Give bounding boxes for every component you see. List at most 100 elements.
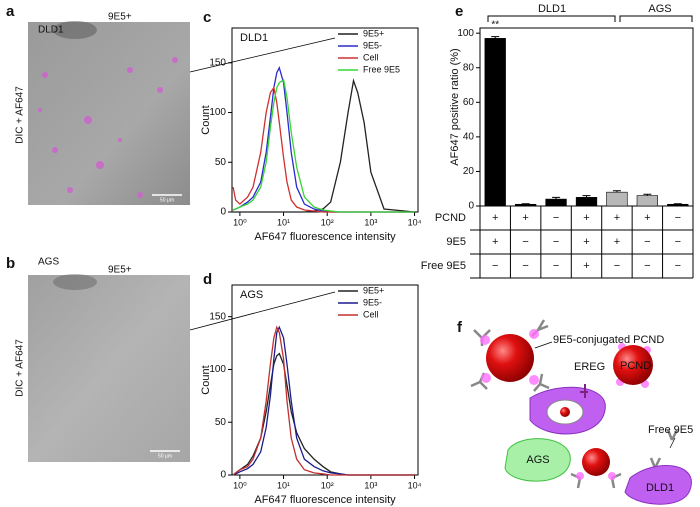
x-tick-label: 10⁴ [408,480,422,490]
table-cell: + [492,236,498,248]
error-bar [491,36,500,39]
micrograph [28,22,190,205]
panel-letter: f [457,319,463,336]
table-cell: − [644,260,650,272]
row-label: Free 9E5 [421,260,466,272]
x-tick-label: 10⁴ [408,217,422,227]
conjugated-particle [486,334,534,382]
legend-label: 9E5- [363,40,382,50]
table-cell: − [522,236,528,248]
table-cell: − [675,236,681,248]
y-tick-label: 50 [215,417,227,428]
y-tick-label: 0 [220,470,226,481]
error-bar [673,203,682,205]
y-tick-label: 60 [463,97,475,108]
bar [484,38,506,207]
table-cell: + [492,212,498,224]
group-label: DLD1 [538,3,566,15]
bar [667,203,689,207]
annotation: ** [491,20,499,31]
table-cell: − [522,260,528,272]
x-tick-label: 10¹ [277,217,290,227]
table-cell: − [492,260,498,272]
panel-letter: c [203,9,211,26]
diagram-label: Free 9E5 [648,424,693,436]
receptor [580,384,588,398]
internalized-particle [560,407,570,417]
micrograph-shadow [53,21,97,39]
x-tick-label: 10³ [364,217,377,227]
micrograph [28,275,190,462]
y-tick-label: 80 [463,62,475,73]
particle [613,345,653,385]
legend-label: 9E5+ [363,28,384,38]
scale-label: 50 μm [158,453,172,459]
y-axis-label: Count [200,365,212,394]
table-cell: + [583,236,589,248]
callout [669,437,676,449]
diagram-label: PCND [620,360,651,372]
channel: DIC + AF647 [15,86,26,144]
bar [514,203,537,207]
chart-title: AGS [240,289,263,301]
chart-title: DLD1 [240,32,268,44]
table-cell: + [614,212,620,224]
bar [606,191,628,207]
connector [189,291,336,331]
diagram-label: EREG [574,361,605,373]
y-tick-label: 150 [209,311,226,322]
x-tick-label: 10³ [364,480,377,490]
table-cell: + [614,236,620,248]
legend-label: Free 9E5 [363,64,400,74]
table-cell: − [553,212,559,224]
bar [636,195,659,207]
x-tick-label: 10⁰ [233,217,247,227]
cell-line: AGS [38,257,59,268]
series-line [232,325,415,476]
y-tick-label: 100 [457,28,474,39]
y-axis-label: Count [200,105,212,134]
table-cell: + [644,212,650,224]
y-axis-label: AF647 positive ratio (%) [449,48,461,165]
table-cell: + [522,212,528,224]
series-line [232,86,415,213]
diagram-label: DLD1 [646,482,674,494]
y-tick-label: 40 [463,132,475,143]
series-line [232,78,415,213]
y-tick-label: 20 [463,166,475,177]
plot-frame [479,27,694,207]
x-axis-label: AF647 fluorescence intensity [254,231,396,243]
series-line [232,66,415,213]
sample: 9E5+ [108,265,132,276]
x-tick-label: 10² [321,480,334,490]
cell-positive [624,465,692,505]
y-tick-label: 150 [209,57,226,68]
x-tick-label: 10² [321,217,334,227]
channel: DIC + AF647 [15,339,26,397]
y-tick-label: 100 [209,364,226,375]
panel-letter: b [6,255,15,272]
table-cell: + [583,260,589,272]
error-bar [612,190,621,193]
panel-letter: e [455,3,463,20]
group-bracket [487,15,693,22]
series-line [232,352,415,476]
table-cell: − [675,212,681,224]
x-tick-label: 10¹ [277,480,290,490]
row-label: PCND [435,212,466,224]
connector [189,37,336,73]
error-bar [582,195,591,198]
micrograph-shadow [53,274,97,290]
legend-label: 9E5- [363,297,382,307]
error-bar [643,193,652,196]
bar [545,198,567,207]
table-cell: − [644,236,650,248]
error-bar [552,196,561,200]
table-cell: + [583,212,589,224]
fluorescence-spots [38,57,178,198]
panel-letter: d [203,271,212,288]
table-cell: − [614,260,620,272]
y-tick-label: 100 [209,107,226,118]
table-cell: − [553,260,559,272]
legend-label: Cell [363,52,379,62]
